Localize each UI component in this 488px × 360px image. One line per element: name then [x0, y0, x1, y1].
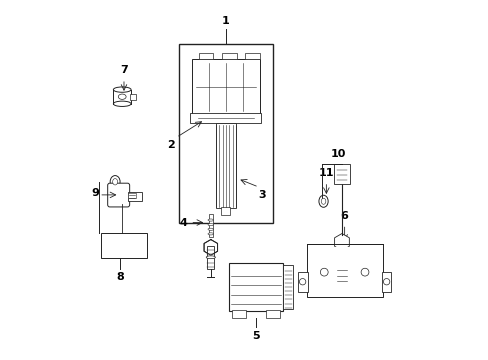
Bar	[222, 53, 236, 59]
Bar	[306, 244, 382, 297]
Circle shape	[299, 279, 305, 285]
Bar	[101, 233, 147, 258]
Text: 1: 1	[222, 16, 229, 26]
Text: 9: 9	[92, 188, 100, 198]
Text: 11: 11	[318, 168, 333, 178]
Bar	[130, 94, 136, 100]
Circle shape	[383, 279, 389, 285]
Ellipse shape	[207, 219, 213, 221]
Ellipse shape	[113, 87, 131, 92]
Polygon shape	[334, 234, 348, 251]
Bar	[333, 164, 349, 184]
FancyBboxPatch shape	[107, 183, 129, 207]
FancyBboxPatch shape	[332, 249, 350, 284]
Circle shape	[320, 268, 327, 276]
Ellipse shape	[321, 198, 325, 204]
Ellipse shape	[112, 179, 118, 185]
Bar	[283, 265, 293, 309]
Bar	[127, 193, 136, 198]
Text: 5: 5	[252, 330, 259, 341]
Bar	[265, 310, 279, 318]
Circle shape	[360, 268, 368, 276]
Bar	[208, 214, 212, 237]
Bar	[127, 192, 142, 201]
Bar	[232, 310, 246, 318]
Ellipse shape	[207, 228, 213, 230]
Bar	[216, 123, 235, 208]
Bar	[199, 53, 213, 59]
Bar	[312, 247, 376, 291]
Ellipse shape	[118, 94, 126, 99]
Ellipse shape	[318, 195, 327, 207]
Bar	[297, 272, 307, 292]
Ellipse shape	[206, 256, 215, 259]
Ellipse shape	[207, 233, 213, 235]
Text: 3: 3	[258, 190, 265, 200]
Bar	[221, 207, 230, 215]
Bar	[192, 59, 259, 114]
Text: 4: 4	[179, 217, 187, 228]
Bar	[245, 53, 259, 59]
Ellipse shape	[207, 224, 213, 226]
Text: 7: 7	[120, 65, 127, 75]
Polygon shape	[203, 239, 217, 255]
Text: 8: 8	[116, 272, 124, 282]
Bar	[179, 44, 272, 222]
Text: 10: 10	[330, 149, 346, 159]
Bar	[190, 113, 261, 123]
Ellipse shape	[113, 101, 131, 107]
Bar	[207, 246, 214, 269]
Text: 6: 6	[340, 211, 348, 221]
Ellipse shape	[110, 176, 120, 188]
Text: 2: 2	[167, 140, 175, 150]
Bar	[381, 272, 390, 292]
Bar	[228, 263, 283, 311]
